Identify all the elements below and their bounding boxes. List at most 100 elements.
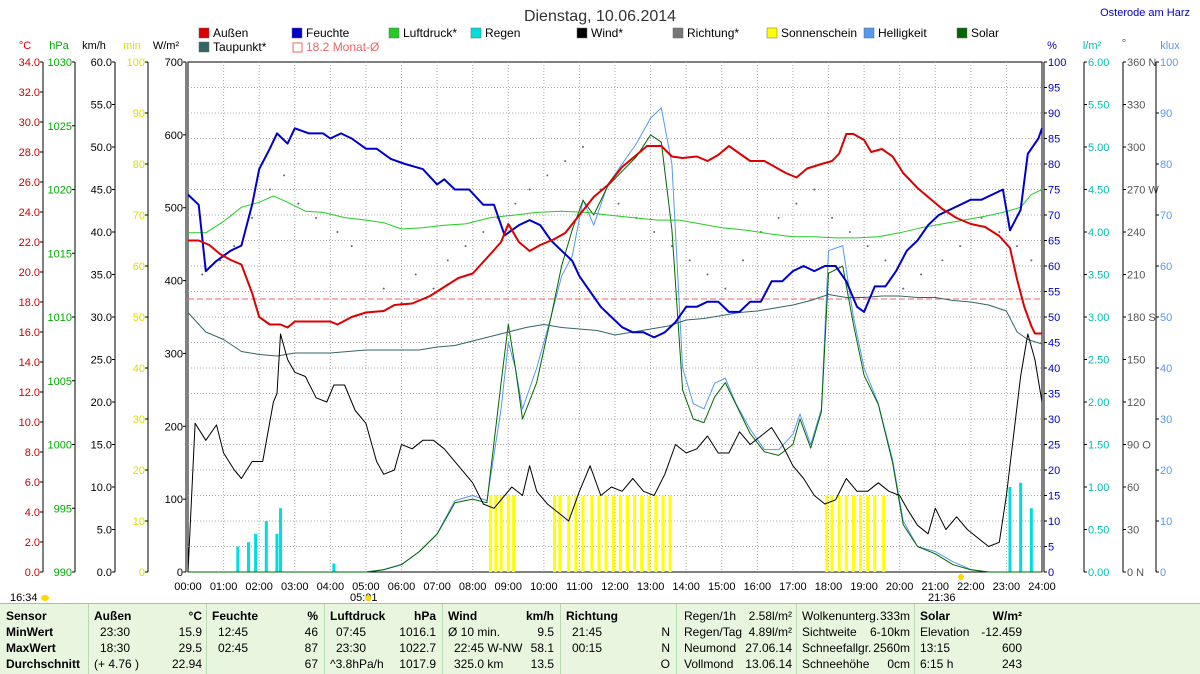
stats-feuchte-header: Feuchte bbox=[212, 609, 259, 623]
stats-regen-block: Regen/1h 2.58l/m² Regen/Tag 4.89l/m² Neu… bbox=[684, 604, 792, 674]
statistics-panel: Sensor MinWert MaxWert Durchschnitt Auße… bbox=[0, 603, 1200, 674]
direction-dot bbox=[283, 174, 286, 177]
axis-label-temp: 28.0 bbox=[19, 147, 40, 159]
rain-bar bbox=[332, 563, 336, 572]
stats-richtung-max-time: 00:15 bbox=[572, 641, 603, 655]
sunshine-bar bbox=[668, 495, 672, 572]
axis-label-min: 100 bbox=[127, 57, 145, 69]
stats-wind-header: Wind bbox=[448, 609, 478, 623]
axis-label-pct: 55 bbox=[1048, 287, 1060, 299]
axis-label-pct: 90 bbox=[1048, 108, 1060, 120]
x-axis-label: 06:00 bbox=[388, 581, 416, 593]
stats-richtung-block: Richtung 21:45 N 00:15 N O bbox=[566, 604, 670, 674]
direction-dot bbox=[998, 231, 1001, 233]
axis-unit-temp: °C bbox=[19, 40, 31, 52]
stats-regen-row4-value: 13.06.14 bbox=[745, 657, 792, 671]
sunshine-bar bbox=[873, 495, 877, 572]
sunshine-bar bbox=[844, 495, 848, 572]
current-time-label: 16:34 bbox=[10, 592, 38, 603]
series-line-wind bbox=[187, 333, 1043, 573]
direction-dot bbox=[201, 273, 204, 276]
stats-row-label-avg: Durchschnitt bbox=[6, 657, 81, 671]
axis-label-deg: 270 W bbox=[1127, 185, 1159, 197]
stats-wolken-row3-label: Schneefallgr. bbox=[802, 641, 872, 655]
axis-label-temp: 30.0 bbox=[19, 117, 40, 129]
legend-swatch bbox=[672, 27, 684, 39]
sunshine-bar bbox=[882, 495, 886, 572]
axis-label-lm2: 4.00 bbox=[1088, 227, 1109, 239]
stats-richtung-min-time: 21:45 bbox=[572, 625, 603, 639]
stats-divider bbox=[442, 604, 443, 674]
rain-bar bbox=[1029, 508, 1033, 572]
stats-wolken-row4-value: 0cm bbox=[887, 657, 910, 671]
legend-swatch bbox=[863, 27, 875, 39]
axis-label-wm2: 400 bbox=[165, 276, 183, 288]
axis-label-deg: 360 N bbox=[1127, 57, 1156, 69]
stats-wind-row1-label: Ø 10 min. bbox=[448, 625, 501, 639]
axis-label-wm2: 600 bbox=[165, 130, 183, 142]
stats-luftdruck-header: Luftdruck bbox=[330, 609, 386, 623]
sunshine-bar bbox=[581, 495, 585, 572]
stats-regen-row3-label: Neumond bbox=[684, 641, 737, 655]
sunshine-bar bbox=[506, 495, 510, 572]
axis-label-pct: 30 bbox=[1048, 414, 1060, 426]
axis-label-hpa: 1020 bbox=[48, 185, 72, 197]
legend-label: Sonnenschein bbox=[781, 26, 857, 40]
stats-aussen-block: Außen °C 23:30 15.9 18:30 29.5 (+ 4.76 )… bbox=[94, 604, 202, 674]
axis-label-pct: 95 bbox=[1048, 83, 1060, 95]
stats-wind-row3-value: 13.5 bbox=[530, 657, 554, 671]
axis-label-hpa: 990 bbox=[54, 567, 72, 579]
stats-divider bbox=[324, 604, 325, 674]
legend-label: Solar bbox=[971, 26, 999, 40]
axis-label-wm2: 500 bbox=[165, 203, 183, 215]
series-line-solar bbox=[188, 134, 1042, 573]
stats-solar-row2-label: 13:15 bbox=[920, 641, 951, 655]
axis-label-lm2: 5.50 bbox=[1088, 100, 1109, 112]
sunshine-bar bbox=[604, 495, 608, 572]
sunshine-bar bbox=[830, 495, 834, 572]
stats-wolken-block: Wolkenunterg. 333m Sichtweite 6-10km Sch… bbox=[802, 604, 910, 674]
axis-unit-hpa: hPa bbox=[49, 40, 69, 52]
axis-label-kmh: 20.0 bbox=[91, 397, 112, 409]
series-line-helligkeit bbox=[188, 107, 1042, 573]
rain-bar bbox=[279, 508, 283, 572]
axis-label-klux: 60 bbox=[1160, 261, 1172, 273]
stats-wolken-row4-label: Schneehöhe bbox=[802, 657, 870, 671]
stats-feuchte-unit: % bbox=[307, 609, 318, 623]
direction-dot bbox=[959, 245, 962, 248]
direction-dot bbox=[268, 188, 271, 191]
legend-swatch bbox=[766, 27, 778, 39]
axis-label-min: 70 bbox=[133, 210, 145, 222]
series-line-luftdruck bbox=[188, 189, 1043, 239]
stats-feuchte-block: Feuchte % 12:45 46 02:45 87 67 bbox=[212, 604, 318, 674]
stats-sensor-header: Sensor bbox=[6, 609, 47, 623]
x-axis-label: 04:00 bbox=[317, 581, 345, 593]
direction-dot bbox=[848, 231, 851, 233]
stats-aussen-max-time: 18:30 bbox=[100, 641, 131, 655]
x-axis-label: 07:00 bbox=[423, 581, 451, 593]
axis-unit-klux: klux bbox=[1160, 40, 1180, 52]
direction-dot bbox=[482, 231, 485, 233]
rain-bar bbox=[246, 542, 250, 572]
direction-dot bbox=[670, 245, 673, 248]
sunshine-bar bbox=[647, 495, 651, 572]
stats-wind-row2-label: 22:45 W-NW bbox=[454, 641, 523, 655]
axis-label-min: 30 bbox=[133, 414, 145, 426]
axis-label-min: 90 bbox=[133, 108, 145, 120]
direction-dot bbox=[920, 273, 923, 276]
direction-dot bbox=[742, 259, 745, 262]
stats-wind-row1-value: 9.5 bbox=[537, 625, 554, 639]
axis-label-klux: 50 bbox=[1160, 312, 1172, 324]
axis-label-lm2: 4.50 bbox=[1088, 185, 1109, 197]
x-axis-label: 11:00 bbox=[566, 581, 593, 593]
axis-label-temp: 14.0 bbox=[19, 357, 40, 369]
direction-dot bbox=[581, 146, 584, 148]
axis-label-lm2: 0.00 bbox=[1088, 567, 1109, 579]
direction-dot bbox=[653, 231, 656, 233]
legend-label: Außen bbox=[213, 26, 248, 40]
sunshine-bar bbox=[866, 495, 870, 572]
x-axis-label: 08:00 bbox=[459, 581, 487, 593]
axis-label-lm2: 1.00 bbox=[1088, 482, 1109, 494]
stats-wolken-row3-value: 2560m bbox=[873, 641, 910, 655]
x-axis-label: 23:00 bbox=[993, 581, 1021, 593]
